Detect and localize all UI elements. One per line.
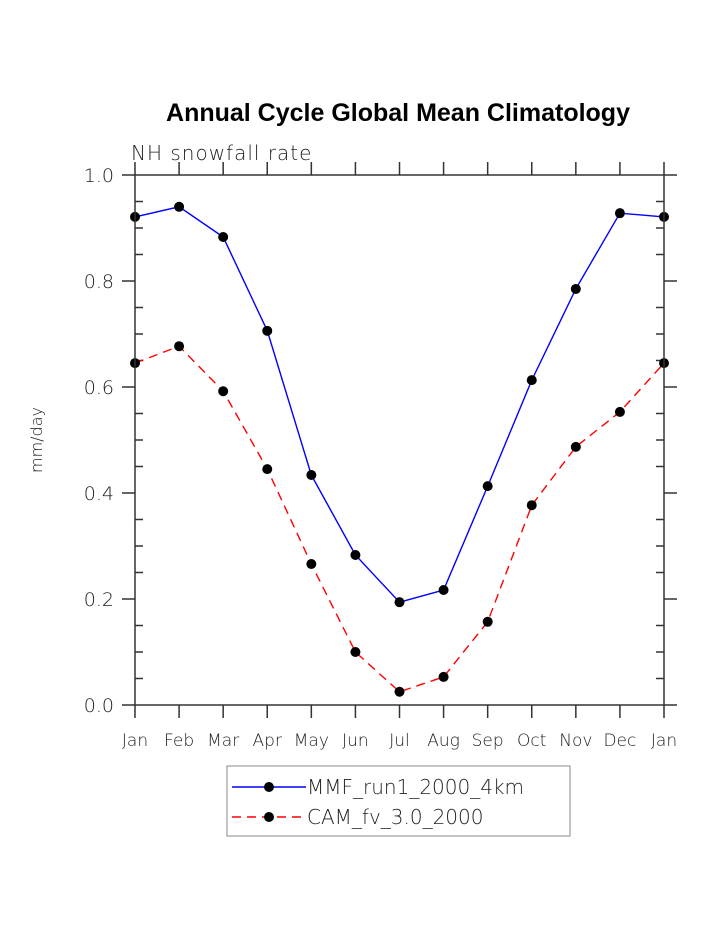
x-tick-label: Jan [122,731,148,751]
data-point [570,441,581,452]
data-point [350,647,361,657]
data-point [614,406,625,417]
x-tick-label: Nov [559,731,592,751]
y-tick-label: 0.0 [84,695,114,717]
legend-label: CAM_fv_3.0_2000 [307,805,483,829]
data-point [218,386,229,397]
x-tick-label: Sep [472,731,504,751]
y-tick-label: 1.0 [84,165,114,187]
chart-title: Annual Cycle Global Mean Climatology [166,99,630,127]
x-tick-labels: Jan Feb Mar Apr May Jun Jul Aug Sep Oct Nov Dec Jan [122,731,677,751]
y-tick-label: 0.4 [84,483,114,505]
series-line-0 [134,206,665,603]
chart-subtitle: NH snowfall rate [131,141,312,165]
x-tick-label: Jan [651,731,677,751]
legend-label: MMF_run1_2000_4km [307,775,524,799]
x-tick-label: Jun [342,731,369,751]
y-axis-label: mm/day [27,407,46,473]
x-tick-label: Aug [427,731,460,751]
data-point [614,208,625,219]
y-tick-labels: 0.0 0.2 0.4 0.6 0.8 1.0 [84,165,114,717]
legend-box [226,765,571,837]
data-point [174,201,185,212]
y-tick-label: 0.6 [84,377,114,399]
data-point [394,597,405,608]
y-tick-label: 0.8 [84,271,114,293]
axis-ticks [122,162,677,718]
data-point [174,341,185,352]
x-tick-label: Apr [253,731,282,751]
data-point [306,469,317,480]
data-point [306,559,317,570]
x-tick-label: Mar [207,731,239,751]
data-point [218,232,229,243]
data-point [438,671,449,682]
data-point [262,325,273,336]
data-point [482,481,493,492]
x-tick-label: Dec [603,731,636,751]
data-point [526,375,537,386]
x-tick-label: May [294,731,329,751]
data-point [262,464,273,475]
legend-marker [264,782,274,792]
x-tick-label: Jul [389,731,410,751]
data-point [526,500,537,511]
x-tick-label: Oct [517,731,546,751]
legend-marker [264,812,274,822]
x-tick-label: Feb [164,731,194,751]
plot-frame [134,174,665,706]
data-point [570,283,581,294]
data-point [438,584,449,595]
y-tick-label: 0.2 [84,589,114,611]
data-point [482,616,493,627]
series-layer [130,201,669,697]
series-line-1 [134,345,665,693]
data-point [394,686,405,697]
data-point [350,550,361,561]
legend: MMF_run1_2000_4km CAM_fv_3.0_2000 [226,765,571,837]
